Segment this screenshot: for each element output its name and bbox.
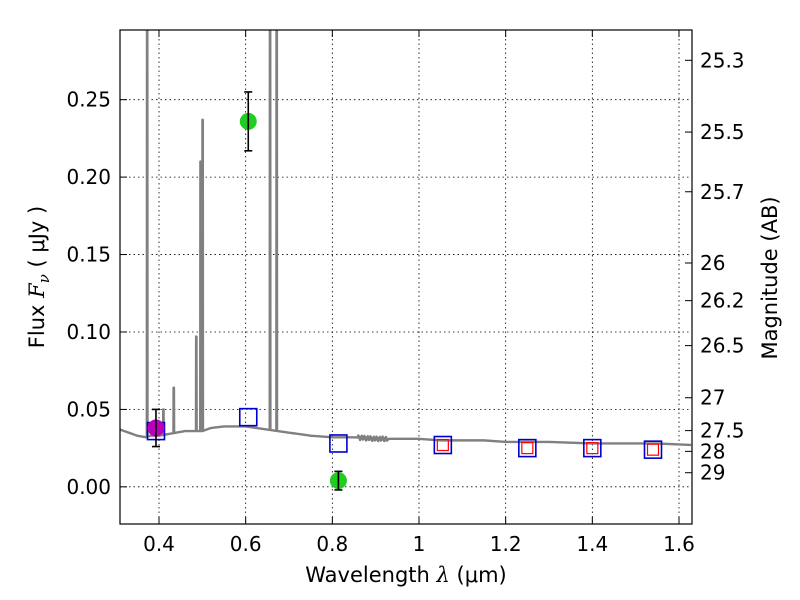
- y-tick-label: 0.10: [66, 320, 111, 344]
- plot-frame: [119, 29, 693, 525]
- red-square-marker: [586, 442, 599, 455]
- plot-area: [120, 30, 692, 491]
- mag-tick-label: 28: [700, 439, 725, 463]
- y-tick-label: 0.00: [66, 475, 111, 499]
- mag-tick-label: 25.5: [700, 120, 745, 144]
- mag-tick-label: 27: [700, 386, 725, 410]
- mag-tick-label: 25.7: [700, 180, 745, 204]
- blue-square-marker: [583, 438, 602, 458]
- blue-square-marker: [518, 438, 537, 458]
- red-square-marker: [436, 438, 449, 452]
- mag-tick-label: 27.5: [700, 419, 745, 443]
- grid-lines: [120, 30, 692, 524]
- x-tick-label: 0.4: [143, 532, 175, 556]
- blue-square-marker: [433, 435, 453, 455]
- x-tick-label: 1.2: [490, 532, 522, 556]
- mag-tick-label: 26.5: [700, 334, 745, 358]
- y-tick-label: 0.15: [66, 243, 111, 267]
- x-axis-label: Wavelength λ (μm): [305, 563, 506, 587]
- mag-tick-label: 25.3: [700, 48, 745, 72]
- model-sed-line: [120, 30, 692, 447]
- red-square-marker: [521, 442, 534, 455]
- y-axis-label: Flux Fν ( μJy ): [25, 206, 53, 348]
- x-tick-label: 0.8: [316, 532, 348, 556]
- mag-tick-label: 26.2: [700, 289, 745, 313]
- mag-tick-label: 26: [700, 251, 725, 275]
- blue-square-marker: [643, 440, 663, 459]
- x-tick-label: 0.6: [230, 532, 262, 556]
- blue-square-marker: [329, 434, 348, 453]
- x-tick-label: 1.4: [576, 532, 608, 556]
- red-square-marker: [646, 443, 660, 456]
- x-tick-label: 1: [413, 532, 426, 556]
- blue-square-marker: [238, 407, 258, 427]
- y-tick-label: 0.05: [66, 397, 111, 421]
- mag-tick-label: 29: [700, 461, 725, 485]
- axis-ticks: 0.4 0.6 0.8 1 1.2 1.4 1.6 0.00 0.05 0.10 0.15 0.20 0…: [66, 30, 745, 556]
- y-tick-label: 0.20: [66, 165, 111, 189]
- magnitude-axis-label: Magnitude (AB): [758, 196, 782, 359]
- x-tick-label: 1.6: [663, 532, 695, 556]
- y-tick-label: 0.25: [66, 88, 111, 112]
